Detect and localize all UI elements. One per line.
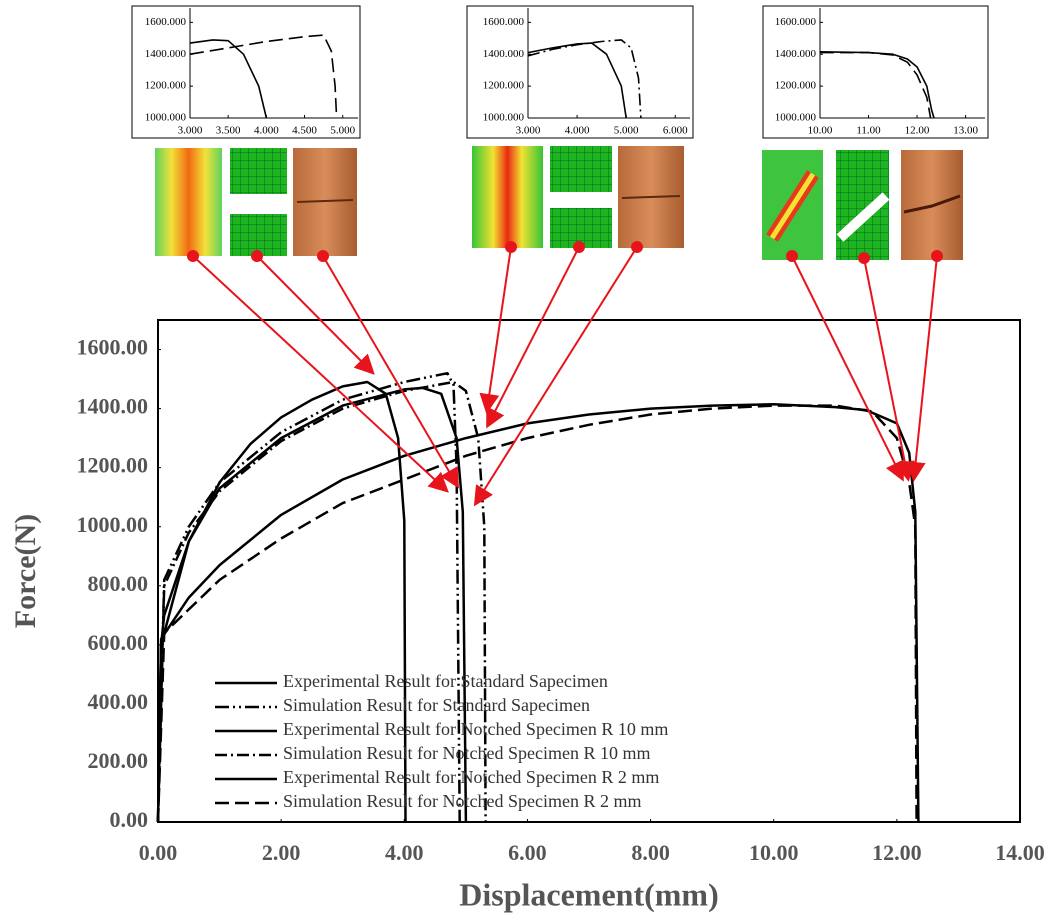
data-line [527,42,627,119]
x-tick-label: 4.500 [292,125,317,137]
y-tick-label: 600.00 [88,630,149,655]
y-tick-label: 0.00 [110,807,149,832]
data-line [156,380,487,823]
y-tick-label: 1400.000 [775,48,817,60]
x-tick-label: 10.00 [808,125,833,137]
inset-frame [762,5,989,139]
x-tick-label: 13.00 [953,125,978,137]
data-line [820,51,932,119]
data-line [156,371,461,823]
y-tick-label: 1400.000 [483,48,525,60]
x-tick-label: 10.00 [749,840,799,865]
y-axis-label: Force(N) [9,514,42,628]
y-tick-label: 1600.000 [145,16,187,28]
y-tick-label: 1000.000 [483,112,525,124]
x-tick-label: 11.00 [856,125,881,137]
y-tick-label: 400.00 [88,689,149,714]
x-tick-label: 3.500 [216,125,241,137]
legend-label: Experimental Result for Notched Specimen… [283,719,668,739]
legend-label: Simulation Result for Notched Specimen R… [283,743,650,763]
data-line [156,404,918,823]
y-tick-label: 1400.000 [145,48,187,60]
x-tick-label: 5.000 [330,125,355,137]
x-tick-label: 3.000 [516,125,541,137]
y-tick-label: 200.00 [88,748,149,773]
x-tick-label: 14.00 [995,840,1045,865]
x-tick-label: 4.000 [254,125,279,137]
y-tick-label: 1200.000 [775,80,817,92]
y-tick-label: 1000.000 [775,112,817,124]
data-line [156,386,468,823]
arrows [187,241,943,507]
x-tick-label: 12.00 [905,125,930,137]
x-tick-label: 12.00 [872,840,922,865]
y-tick-label: 1200.00 [77,453,149,478]
y-tick-label: 1000.00 [77,512,149,537]
y-tick-label: 1400.00 [77,394,149,419]
plot-frame [157,319,1021,823]
y-tick-label: 800.00 [88,571,149,596]
data-line [189,39,268,119]
data-line [156,380,407,823]
x-tick-label: 4.00 [385,840,424,865]
y-tick-label: 1000.000 [145,112,187,124]
y-tick-label: 1600.000 [483,16,525,28]
x-tick-label: 5.000 [614,125,639,137]
y-tick-label: 1600.00 [77,335,149,360]
legend-label: Experimental Result for Notched Specimen… [283,767,659,787]
data-line [189,34,338,119]
inset-frame [466,5,694,139]
y-tick-label: 1200.000 [483,80,525,92]
x-tick-label: 2.00 [262,840,301,865]
x-tick-label: 3.000 [178,125,203,137]
x-tick-label: 6.00 [508,840,547,865]
legend-label: Simulation Result for Notched Specimen R… [283,791,641,811]
data-line [527,39,642,119]
legend-label: Experimental Result for Standard Sapecim… [283,671,608,691]
x-tick-label: 0.00 [139,840,178,865]
y-tick-label: 1200.000 [145,80,187,92]
x-tick-label: 6.000 [663,125,688,137]
y-tick-label: 1600.000 [775,16,817,28]
legend-label: Simulation Result for Standard Sapecimen [283,695,590,715]
x-tick-label: 8.00 [631,840,670,865]
x-axis-label: Displacement(mm) [459,876,718,912]
x-tick-label: 4.000 [565,125,590,137]
specimen-images [155,146,963,260]
inset-frame [131,5,361,139]
